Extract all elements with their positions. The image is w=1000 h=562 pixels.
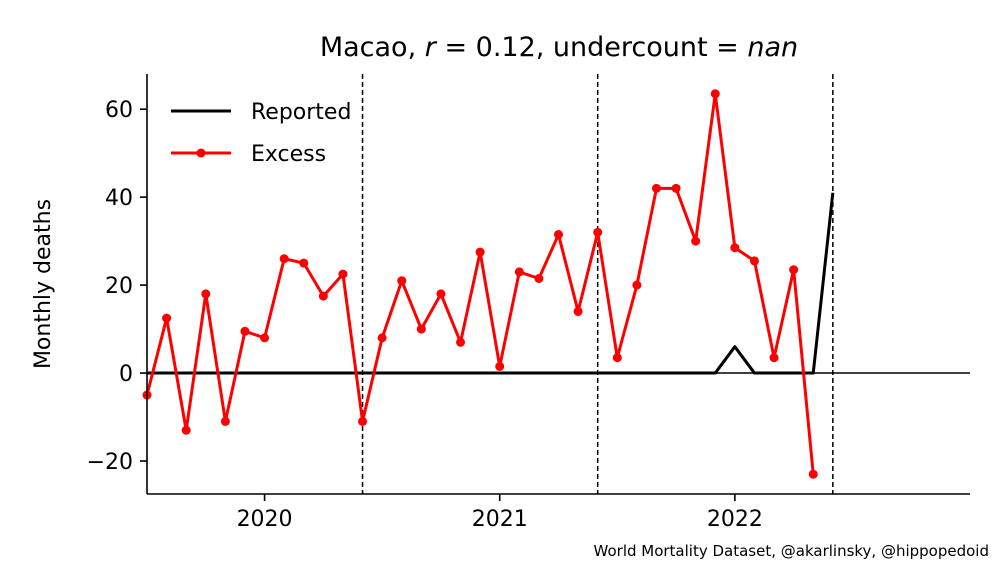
x-tick-label-1: 2021 <box>472 507 528 532</box>
excess-point-2022-03 <box>769 353 779 363</box>
credit-text: World Mortality Dataset, @akarlinsky, @h… <box>594 542 989 560</box>
y-tick-label-3: 40 <box>105 186 133 211</box>
excess-point-2020-11 <box>456 337 466 347</box>
excess-point-2020-09 <box>416 324 426 334</box>
excess-point-2020-08 <box>397 276 407 286</box>
excess-point-2020-02 <box>279 254 289 264</box>
excess-point-2022-04 <box>789 265 799 275</box>
excess-point-2021-03 <box>534 274 544 284</box>
x-tick-label-2: 2022 <box>707 507 763 532</box>
excess-point-2019-08 <box>162 313 172 323</box>
excess-point-2020-12 <box>475 247 485 257</box>
excess-point-2021-08 <box>632 280 642 290</box>
excess-point-2021-12 <box>710 89 720 99</box>
excess-point-2020-03 <box>299 258 309 268</box>
excess-point-2021-07 <box>612 353 622 363</box>
excess-point-2022-02 <box>749 256 759 266</box>
chart-title: Macao, r = 0.12, undercount = nan <box>320 32 798 63</box>
legend-label-excess: Excess <box>251 142 326 167</box>
excess-point-2020-07 <box>377 333 387 343</box>
y-tick-label-0: −20 <box>87 450 133 475</box>
excess-point-2020-06 <box>358 416 368 426</box>
excess-point-2021-02 <box>514 267 524 277</box>
excess-point-2019-09 <box>181 425 191 435</box>
excess-point-2021-01 <box>495 361 505 371</box>
excess-point-2020-10 <box>436 289 446 299</box>
legend-label-reported: Reported <box>251 100 351 125</box>
legend: Reported Excess <box>171 100 351 167</box>
excess-point-2021-05 <box>573 306 583 316</box>
y-tick-label-2: 20 <box>105 274 133 299</box>
excess-point-2022-05 <box>808 469 818 479</box>
excess-point-2020-01 <box>260 333 270 343</box>
x-tick-label-0: 2020 <box>237 507 293 532</box>
excess-point-2020-04 <box>318 291 328 301</box>
excess-point-2019-12 <box>240 326 250 336</box>
excess-point-2021-06 <box>593 227 603 237</box>
excess-point-2019-11 <box>220 416 230 426</box>
legend-marker-excess <box>196 148 206 158</box>
excess-point-2019-10 <box>201 289 211 299</box>
excess-point-2022-01 <box>730 243 740 253</box>
excess-point-2021-09 <box>651 183 661 193</box>
excess-point-2021-11 <box>691 236 701 246</box>
series-line-reported <box>147 192 835 375</box>
y-tick-label-1: 0 <box>119 362 133 387</box>
excess-point-2021-10 <box>671 183 681 193</box>
y-tick-label-4: 60 <box>105 98 133 123</box>
excess-point-2020-05 <box>338 269 348 279</box>
series-line-excess <box>145 92 815 475</box>
excess-point-2021-04 <box>554 230 563 240</box>
y-axis-label: Monthly deaths <box>31 199 56 369</box>
